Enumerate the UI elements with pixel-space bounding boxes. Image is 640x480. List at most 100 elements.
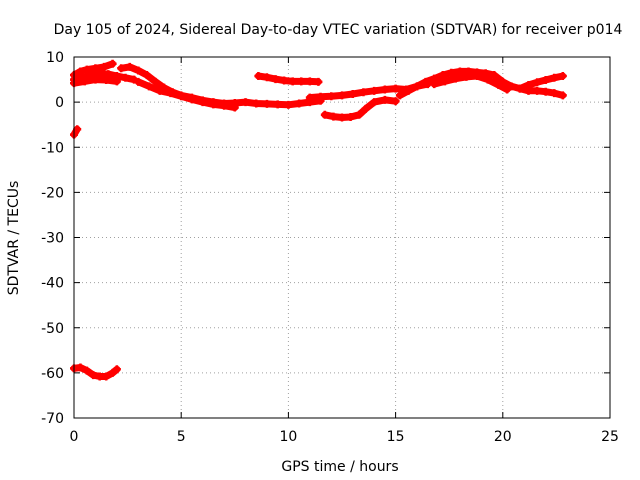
data-point [438, 71, 447, 80]
y-tick-label: -60 [41, 366, 64, 382]
data-point [483, 75, 492, 84]
data-point [550, 73, 559, 82]
data-point [314, 77, 323, 86]
data-point [80, 77, 89, 86]
data-point [241, 98, 250, 107]
series-track [134, 78, 239, 111]
data-point [533, 86, 542, 95]
data-point [125, 62, 134, 71]
series-track-10 [430, 71, 512, 94]
data-point [370, 98, 379, 107]
data-point [550, 89, 559, 98]
data-point [533, 78, 542, 87]
y-tick-label: -70 [41, 411, 64, 427]
data-point [490, 71, 499, 80]
data-point [280, 76, 289, 85]
data-point [316, 92, 325, 101]
x-tick-label: 0 [70, 429, 79, 445]
data-point [187, 95, 196, 104]
data-point [558, 71, 567, 80]
data-point [230, 103, 239, 112]
x-tick-label: 20 [494, 429, 512, 445]
data-point [320, 110, 329, 119]
data-point [440, 77, 449, 86]
data-point [305, 93, 314, 102]
data-point [338, 91, 346, 100]
y-tick-label: -20 [41, 185, 64, 201]
data-point [102, 372, 111, 381]
data-point [262, 73, 271, 82]
chart-title: Day 105 of 2024, Sidereal Day-to-day VTE… [54, 22, 623, 38]
data-point [391, 97, 400, 106]
series-track-11 [515, 71, 567, 93]
x-tick-label: 10 [279, 429, 297, 445]
data-point [370, 86, 379, 95]
series-track-5 [134, 77, 239, 112]
series-track-1 [70, 59, 117, 80]
y-tick-label: -40 [41, 276, 64, 292]
data-point [209, 100, 218, 109]
data-point [327, 92, 336, 101]
data-point [288, 77, 297, 86]
data-point [430, 80, 439, 89]
data-point [271, 75, 280, 84]
data-point [462, 72, 471, 81]
data-point [359, 88, 368, 97]
data-point [348, 90, 357, 99]
data-point [76, 67, 85, 76]
data-point [76, 363, 85, 372]
series-track-6 [254, 71, 323, 86]
data-point [297, 77, 306, 86]
data-point [112, 365, 121, 374]
data-point [134, 77, 143, 86]
data-point [494, 80, 503, 89]
data-point [100, 62, 109, 71]
data-point [273, 100, 282, 109]
data-point [102, 76, 111, 85]
data-point [558, 91, 567, 100]
data-point [121, 73, 130, 82]
data-point [473, 71, 482, 80]
data-point [541, 76, 550, 85]
data-point [262, 99, 271, 108]
data-point [447, 68, 456, 77]
y-tick-label: -10 [41, 140, 64, 156]
data-point [455, 67, 464, 76]
grid-lines [74, 57, 610, 418]
data-point [142, 71, 151, 80]
data-point [404, 86, 413, 95]
data-point [507, 82, 516, 91]
data-point [338, 113, 346, 122]
data-point [73, 125, 82, 134]
x-axis-label: GPS time / hours [281, 459, 398, 475]
data-point [524, 80, 533, 89]
y-axis-label: SDTVAR / TECUs [6, 181, 22, 296]
data-point [220, 101, 229, 110]
series-track-12 [70, 125, 82, 139]
data-point [355, 110, 364, 119]
data-point [89, 371, 98, 380]
y-tick-label: 0 [55, 95, 64, 111]
data-point [515, 84, 524, 93]
data-point [305, 77, 314, 86]
data-point [166, 89, 175, 98]
data-point [82, 366, 91, 375]
x-tick-label: 25 [601, 429, 619, 445]
data-point [380, 95, 389, 104]
data-point [380, 85, 389, 94]
data-point [198, 98, 207, 107]
data-point [82, 65, 91, 74]
data-point [134, 66, 143, 75]
data-point [541, 87, 550, 96]
y-tick-label: -50 [41, 321, 64, 337]
data-point [451, 74, 460, 83]
series-track-13 [70, 363, 121, 381]
y-tick-label: -30 [41, 231, 64, 247]
data-point [391, 84, 400, 93]
data-point [361, 104, 370, 113]
data-point [91, 75, 100, 84]
series-track-9 [395, 67, 567, 100]
data-point [108, 368, 117, 377]
x-tick-label: 5 [177, 429, 186, 445]
